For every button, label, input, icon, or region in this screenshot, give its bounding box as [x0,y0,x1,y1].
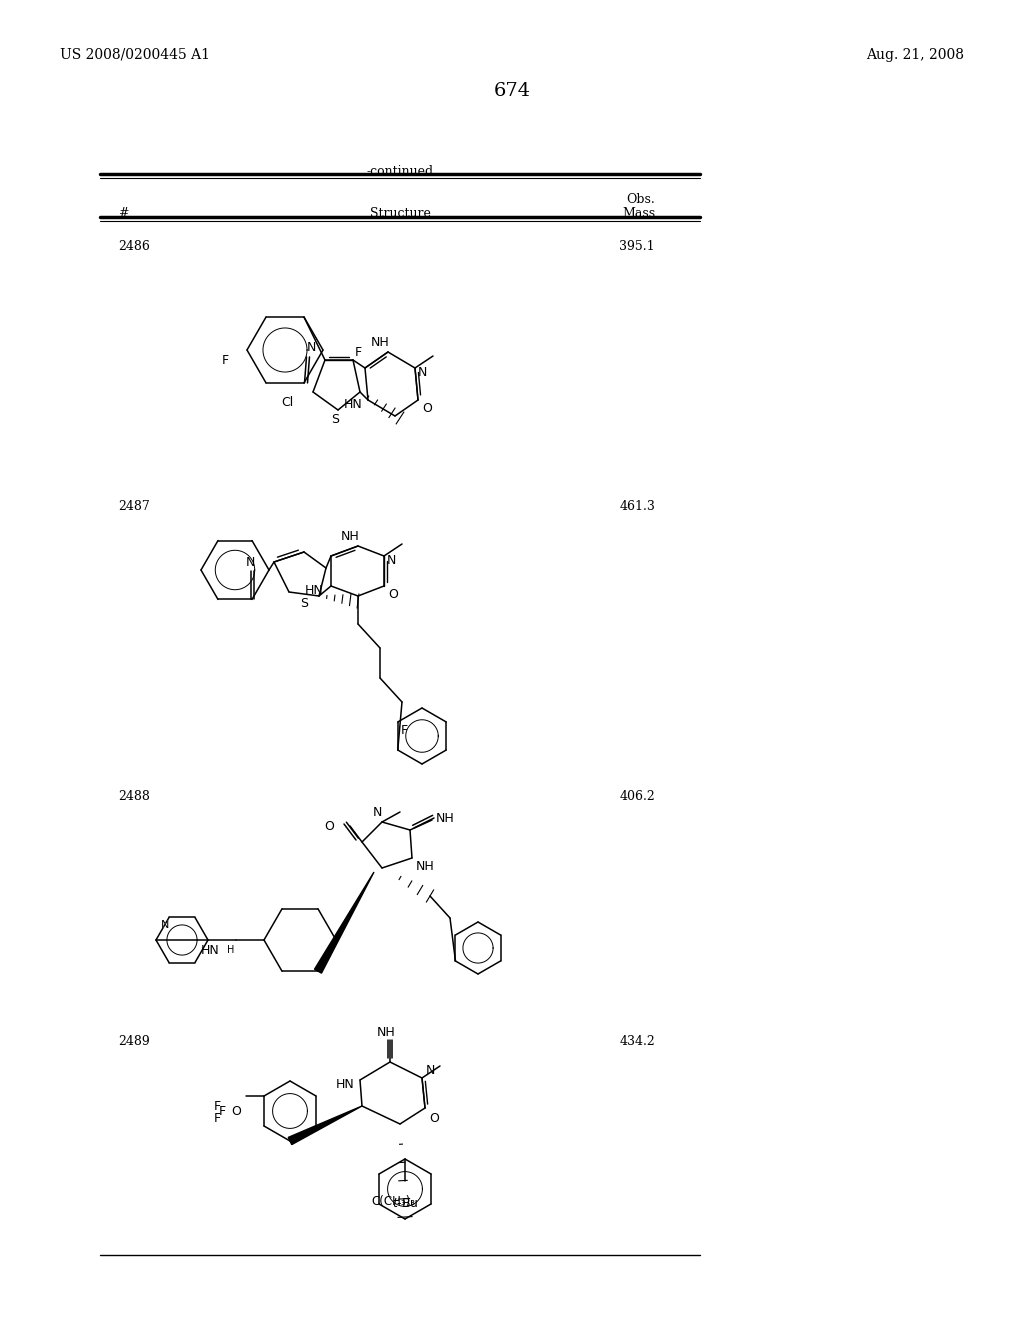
Text: 2488: 2488 [118,789,150,803]
Text: 2489: 2489 [118,1035,150,1048]
Text: N: N [387,554,396,568]
Text: N: N [418,366,427,379]
Text: 674: 674 [494,82,530,100]
Text: 434.2: 434.2 [620,1035,655,1048]
Text: C(CH₃)₃: C(CH₃)₃ [371,1195,415,1208]
Text: O: O [231,1105,241,1118]
Text: O: O [422,403,432,414]
Text: N: N [246,557,255,569]
Text: N: N [426,1064,435,1077]
Text: NH: NH [371,337,389,348]
Text: F: F [214,1100,221,1113]
Text: NH: NH [377,1026,395,1039]
Text: F: F [355,346,362,359]
Text: S: S [300,597,308,610]
Text: -continued: -continued [367,165,433,178]
Text: NH: NH [341,531,359,543]
Text: Cl: Cl [281,396,293,409]
Text: N: N [161,920,169,931]
Text: NH: NH [416,861,435,873]
Text: H: H [226,945,234,954]
Text: 2486: 2486 [118,240,150,253]
Text: US 2008/0200445 A1: US 2008/0200445 A1 [60,48,210,62]
Text: F: F [214,1111,221,1125]
Text: F: F [222,354,229,367]
Text: N: N [161,920,169,931]
Text: O: O [429,1111,439,1125]
Text: HN: HN [305,583,324,597]
Text: N: N [307,341,316,354]
Text: Structure: Structure [370,207,430,220]
Text: #: # [118,207,128,220]
Text: 461.3: 461.3 [620,500,655,513]
Text: F: F [400,723,408,737]
Text: $t$-Bu: $t$-Bu [391,1197,419,1210]
Text: NH: NH [436,812,455,825]
Text: O: O [325,820,334,833]
Polygon shape [314,873,374,973]
Text: 395.1: 395.1 [620,240,655,253]
Text: HN: HN [344,399,362,411]
Text: N: N [373,807,382,818]
Text: HN: HN [336,1078,354,1092]
Text: HN: HN [202,944,220,957]
Text: O: O [388,587,398,601]
Text: Aug. 21, 2008: Aug. 21, 2008 [866,48,964,62]
Text: Mass: Mass [622,207,655,220]
Polygon shape [288,1106,362,1144]
Text: 2487: 2487 [118,500,150,513]
Text: F: F [218,1105,225,1118]
Text: Obs.: Obs. [627,193,655,206]
Text: S: S [331,413,339,426]
Text: 406.2: 406.2 [620,789,655,803]
